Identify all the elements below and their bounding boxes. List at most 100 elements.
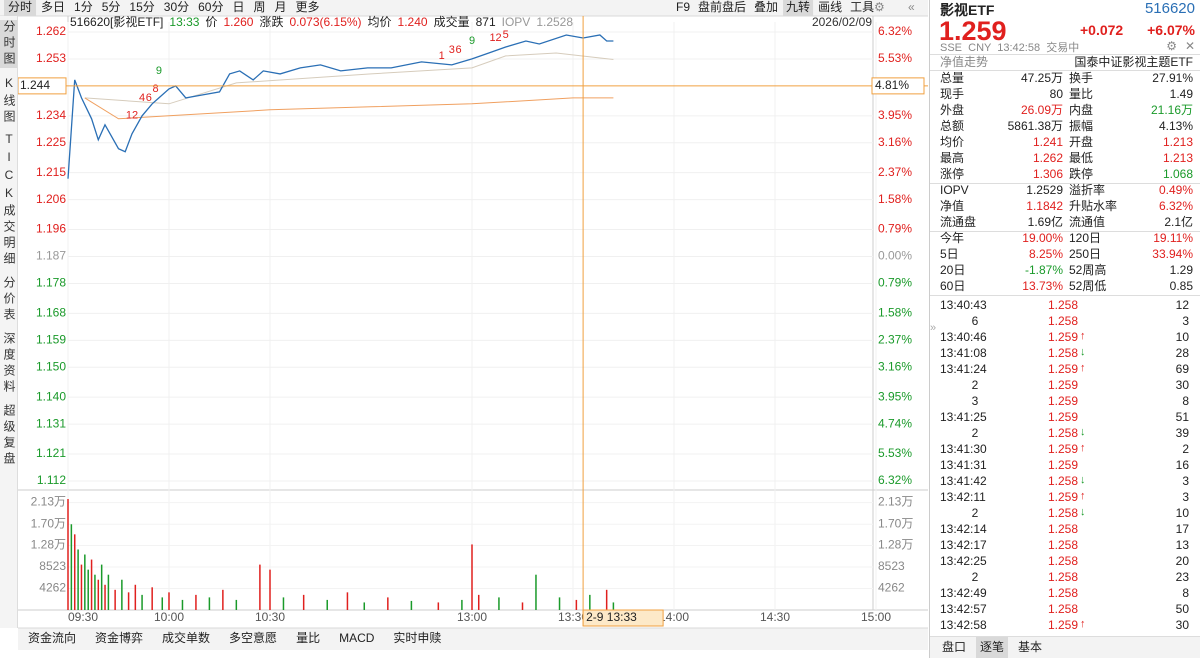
stat-label: 溢折率	[1069, 183, 1106, 197]
volume-bar	[121, 579, 123, 610]
trade-time: 13:41:42	[940, 474, 987, 488]
stat-value: 1.068	[1162, 167, 1193, 181]
trade-price: 1.259	[1048, 618, 1079, 632]
side-tabs: 分时图 K线图 TICK 成交明细分价表深度资料超级复盘	[0, 16, 18, 628]
trade-volume: 3	[1182, 490, 1189, 504]
tool-active-bg	[783, 0, 814, 16]
side-tab[interactable]: TICK	[2, 132, 16, 204]
vol-tick-label-right: 1.70万	[878, 516, 913, 530]
period-tab[interactable]: 更多	[296, 0, 320, 14]
divider	[930, 54, 1200, 55]
panel-tab[interactable]: 逐笔	[976, 637, 1009, 658]
volume-bar	[100, 564, 103, 610]
volume-bar	[498, 597, 500, 610]
trade-time: 2	[971, 426, 979, 440]
volume-bar	[461, 599, 463, 610]
crosshair-time-box	[582, 609, 664, 627]
y-tick-label: 1.159	[36, 332, 66, 346]
vol-tick-label: 1.28万	[31, 538, 66, 552]
volume-bar	[114, 589, 116, 610]
trade-price: 1.259	[1048, 410, 1079, 424]
side-tab[interactable]: 分时图	[0, 20, 17, 68]
volume-bar	[259, 564, 261, 610]
period-tab[interactable]: 多日	[41, 0, 65, 14]
trade-time: 13:41:25	[940, 410, 987, 424]
stat-value: 0.49%	[1158, 183, 1193, 197]
y-tick-label: 1.187	[36, 249, 66, 263]
stat-label: 净值	[940, 199, 965, 213]
signal-number: 9	[469, 35, 475, 47]
volume-bar	[73, 534, 76, 610]
panel-tab[interactable]: 盘口	[942, 640, 967, 654]
period-tab[interactable]: 月	[275, 0, 287, 14]
stat-label: 均价	[940, 135, 965, 149]
volume-bar	[387, 597, 389, 610]
volume-bar	[90, 559, 93, 610]
period-tab[interactable]: 60分	[198, 0, 223, 14]
tool-button[interactable]: 叠加	[754, 0, 778, 14]
y-tick-label: 1.112	[37, 473, 66, 487]
indicator-tab[interactable]: 多空意愿	[229, 630, 277, 645]
y-pct-label: 6.32%	[878, 24, 912, 38]
indicator-tab[interactable]: 资金流向	[28, 630, 76, 645]
panel-tab[interactable]: 基本	[1018, 640, 1043, 654]
volume-bar	[521, 602, 524, 610]
stat-label: 涨停	[940, 167, 965, 181]
volume-bar	[168, 592, 170, 610]
tool-button[interactable]: 画线	[818, 0, 842, 14]
stat-value: 47.25万	[1020, 71, 1063, 85]
info-item: 涨跌	[259, 14, 283, 29]
stat-value: 26.09万	[1020, 103, 1063, 117]
volume-bar	[141, 594, 143, 610]
vol-tick-label-right: 1.28万	[878, 538, 913, 552]
y-pct-label: 2.37%	[878, 332, 912, 346]
stat-value: 1.2529	[1026, 183, 1063, 197]
stat-label: 开盘	[1069, 135, 1094, 149]
trade-price: 1.259	[1048, 442, 1079, 456]
volume-bar	[235, 599, 238, 610]
signal-number: 6	[146, 92, 152, 104]
info-item: 13:33	[169, 15, 199, 29]
indicator-tab[interactable]: 量比	[296, 631, 320, 645]
indicator-tab[interactable]: 成交单数	[162, 630, 210, 645]
side-tab[interactable]: 深度资料	[2, 332, 16, 396]
volume-bar	[346, 592, 349, 610]
trade-volume: 39	[1175, 426, 1189, 440]
trade-price: 1.258	[1048, 602, 1079, 616]
info-date: 2026/02/09	[812, 15, 872, 29]
period-tab[interactable]: 日	[232, 0, 244, 14]
y-tick-label: 1.168	[36, 306, 66, 320]
side-tab[interactable]: 成交明细	[2, 204, 16, 268]
period-tab[interactable]: 1分	[74, 0, 93, 14]
x-tick-label: 13:30	[558, 610, 588, 624]
period-tab[interactable]: 周	[254, 0, 266, 14]
tool-button[interactable]: 工具	[850, 0, 874, 14]
period-tab[interactable]: 5分	[102, 0, 121, 14]
trade-volume: 50	[1175, 602, 1189, 616]
side-tab[interactable]: 超级复盘	[2, 404, 16, 468]
volume-bar	[589, 594, 591, 610]
trade-volume: 30	[1175, 378, 1189, 392]
period-tab[interactable]: 分时	[8, 0, 32, 14]
side-tab[interactable]: 分价表	[2, 276, 16, 324]
indicator-tab[interactable]: MACD	[339, 631, 375, 645]
indicator-tab[interactable]: 实时申赎	[393, 630, 441, 645]
fund-name: 国泰中证影视主题ETF	[1074, 55, 1193, 69]
stat-value: 1.29	[1169, 263, 1193, 277]
stat-value: 1.241	[1032, 135, 1063, 149]
stat-value: 6.32%	[1158, 199, 1193, 213]
volume-bar	[326, 599, 328, 610]
tool-button[interactable]: 盘前盘后	[698, 0, 746, 14]
side-tab[interactable]: K线图	[2, 76, 16, 126]
tab-active-bg	[4, 0, 37, 16]
tool-button[interactable]: 九转	[786, 0, 810, 14]
trade-volume: 30	[1175, 618, 1189, 632]
volume-bar	[84, 554, 86, 610]
trade-price: 1.259	[1048, 362, 1079, 376]
indicator-tab[interactable]: 资金博弈	[95, 630, 143, 645]
stat-value: 33.94%	[1152, 247, 1193, 261]
tool-button[interactable]: F9	[676, 0, 690, 14]
period-tab[interactable]: 15分	[129, 0, 154, 14]
period-tab[interactable]: 30分	[164, 0, 189, 14]
stat-label: 最低	[1069, 151, 1094, 165]
